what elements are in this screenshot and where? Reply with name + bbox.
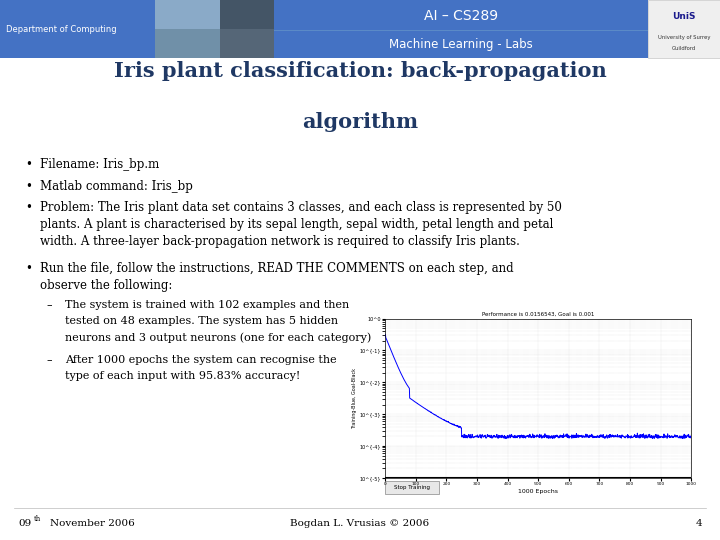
Text: Filename: Iris_bp.m: Filename: Iris_bp.m (40, 158, 159, 171)
Text: –: – (47, 300, 53, 310)
Bar (155, 0, 220, 58)
Text: type of each input with 95.83% accuracy!: type of each input with 95.83% accuracy! (65, 371, 300, 381)
Text: Matlab command: Iris_bp: Matlab command: Iris_bp (40, 180, 192, 193)
Bar (274, 0, 648, 58)
Text: The system is trained with 102 examples and then: The system is trained with 102 examples … (65, 300, 349, 310)
Bar (155, 29, 220, 58)
Text: Run the file, follow the instructions, READ THE COMMENTS on each step, and: Run the file, follow the instructions, R… (40, 262, 513, 275)
Text: AI – CS289: AI – CS289 (424, 9, 498, 23)
Text: Machine Learning - Labs: Machine Learning - Labs (389, 38, 533, 51)
Text: Iris plant classification: back-propagation: Iris plant classification: back-propagat… (114, 61, 606, 81)
Bar (274, 30, 648, 31)
Bar (220, 0, 274, 29)
Text: –: – (47, 355, 53, 365)
Text: Bogdan L. Vrusias © 2006: Bogdan L. Vrusias © 2006 (290, 519, 430, 528)
Text: tested on 48 examples. The system has 5 hidden: tested on 48 examples. The system has 5 … (65, 316, 338, 326)
Text: November 2006: November 2006 (50, 519, 135, 528)
Text: UniS: UniS (672, 12, 696, 21)
Text: University of Surrey: University of Surrey (658, 36, 710, 40)
Title: Performance is 0.0156543, Goal is 0.001: Performance is 0.0156543, Goal is 0.001 (482, 312, 595, 317)
Text: Department of Computing: Department of Computing (6, 25, 117, 33)
Text: •: • (25, 262, 32, 275)
Text: neurons and 3 output neurons (one for each category): neurons and 3 output neurons (one for ea… (65, 332, 371, 343)
Text: th: th (34, 516, 41, 523)
Text: observe the following:: observe the following: (40, 279, 172, 292)
Text: •: • (25, 158, 32, 171)
Bar (648, 0, 720, 58)
Bar (0, 0, 155, 58)
Bar (155, 0, 220, 58)
Text: Problem: The Iris plant data set contains 3 classes, and each class is represent: Problem: The Iris plant data set contain… (40, 201, 562, 214)
Y-axis label: Training-Blue, Goal-Black: Training-Blue, Goal-Black (352, 368, 356, 429)
Text: plants. A plant is characterised by its sepal length, sepal width, petal length : plants. A plant is characterised by its … (40, 218, 553, 231)
Text: Stop Training: Stop Training (395, 485, 431, 490)
Bar (220, 0, 274, 58)
FancyBboxPatch shape (385, 481, 439, 494)
Text: 09: 09 (18, 519, 31, 528)
Text: •: • (25, 180, 32, 193)
Text: After 1000 epochs the system can recognise the: After 1000 epochs the system can recogni… (65, 355, 336, 365)
Text: algorithm: algorithm (302, 112, 418, 132)
Text: Guildford: Guildford (672, 46, 696, 51)
X-axis label: 1000 Epochs: 1000 Epochs (518, 489, 558, 494)
Text: •: • (25, 201, 32, 214)
Text: 4: 4 (696, 519, 702, 528)
Text: width. A three-layer back-propagation network is required to classify Iris plant: width. A three-layer back-propagation ne… (40, 235, 519, 248)
